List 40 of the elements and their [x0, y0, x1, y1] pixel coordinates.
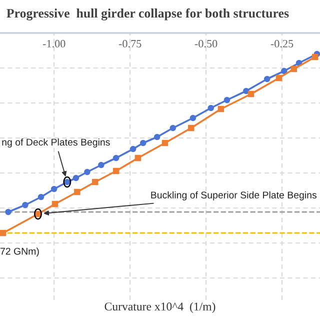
point: [312, 54, 318, 60]
point: [243, 88, 250, 94]
point: [0, 230, 6, 236]
text: 72 GNm): [0, 248, 39, 257]
point: [218, 106, 224, 112]
point: [276, 74, 282, 82]
point: [112, 168, 120, 174]
x-tick-label: -0.25: [270, 40, 294, 48]
point: [188, 124, 194, 132]
point: [264, 76, 270, 82]
point: [72, 174, 80, 182]
point: [84, 168, 90, 176]
point: [154, 134, 160, 140]
point: [52, 200, 58, 208]
point: [98, 162, 104, 168]
point: [208, 104, 214, 112]
x-tick-label: -0.75: [118, 40, 142, 48]
point: [38, 194, 44, 200]
x-tick-label: -1.00: [42, 40, 66, 48]
point: [74, 188, 80, 196]
point: [50, 186, 58, 192]
point: [224, 96, 230, 104]
point: [134, 154, 142, 162]
point: [170, 124, 176, 132]
point: [290, 66, 297, 72]
annotation: ng of Deck Plates Begins: [2, 138, 110, 148]
point: [5, 208, 12, 216]
point: [140, 140, 146, 146]
point: [190, 114, 196, 122]
point: [281, 68, 288, 74]
point: [92, 178, 98, 186]
point: [248, 90, 254, 98]
point: [162, 140, 168, 146]
point: [130, 146, 136, 152]
point: [112, 154, 120, 162]
annotation: Buckling of Superior Side Plate Begins: [151, 191, 317, 200]
point: [22, 202, 28, 208]
chart-title: Progressive hull girder collapse for both structures: [6, 8, 289, 20]
x-tick-label: -0.50: [194, 40, 218, 48]
text: Curvature x10^4 (1/m): [104, 302, 216, 313]
